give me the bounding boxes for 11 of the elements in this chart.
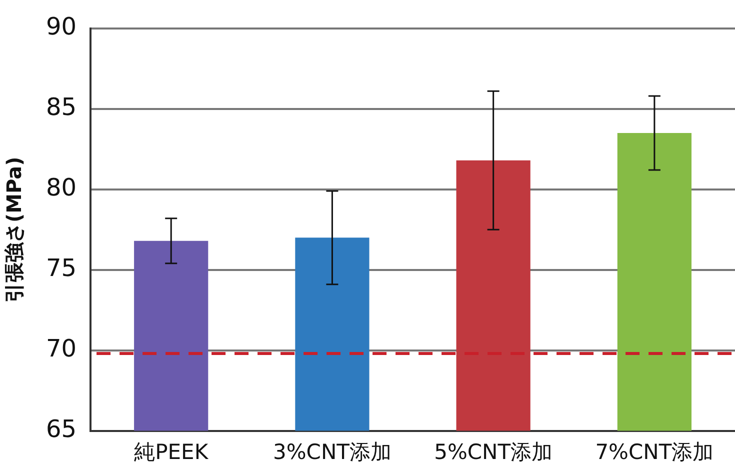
y-tick-label: 65 bbox=[46, 415, 77, 444]
x-tick-label: 3%CNT添加 bbox=[272, 440, 392, 464]
y-tick-label: 70 bbox=[46, 334, 77, 363]
x-tick-label: 7%CNT添加 bbox=[595, 440, 714, 464]
y-tick-label: 85 bbox=[46, 93, 77, 122]
y-axis-title: 引張強さ(MPa) bbox=[2, 156, 26, 303]
y-tick-label: 90 bbox=[46, 12, 77, 41]
y-tick-label: 75 bbox=[46, 254, 77, 282]
x-tick-label: 5%CNT添加 bbox=[434, 440, 553, 464]
y-tick-label: 80 bbox=[46, 174, 77, 202]
x-tick-label: 純PEEK bbox=[134, 440, 210, 464]
